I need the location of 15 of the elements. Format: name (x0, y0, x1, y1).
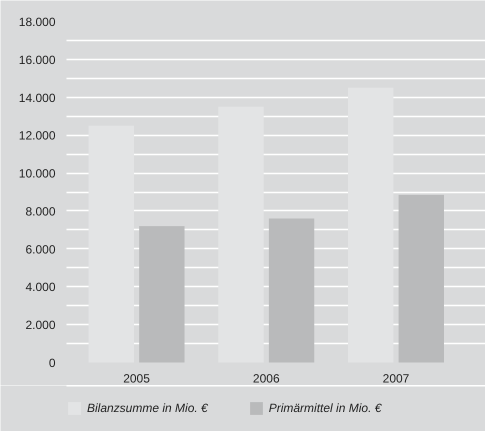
y-tick-label: 18.000 (18, 15, 56, 29)
y-tick-label: 0 (48, 356, 56, 370)
y-tick-label: 8.000 (25, 204, 56, 218)
legend-label: Bilanzsumme in Mio. € (87, 401, 208, 415)
x-tick-label: 2005 (123, 372, 150, 386)
legend-label: Primärmittel in Mio. € (268, 401, 382, 415)
y-tick-label: 6.000 (25, 242, 56, 256)
x-tick-label: 2006 (252, 372, 280, 386)
y-tick-label: 14.000 (18, 90, 56, 105)
y-tick-label: 4.000 (25, 280, 56, 294)
y-tick-label: 10.000 (18, 166, 56, 181)
y-tick-label: 12.000 (18, 128, 56, 143)
y-tick-label: 2.000 (25, 318, 56, 332)
x-tick-label: 2007 (382, 372, 410, 386)
y-tick-label: 16.000 (18, 52, 56, 67)
